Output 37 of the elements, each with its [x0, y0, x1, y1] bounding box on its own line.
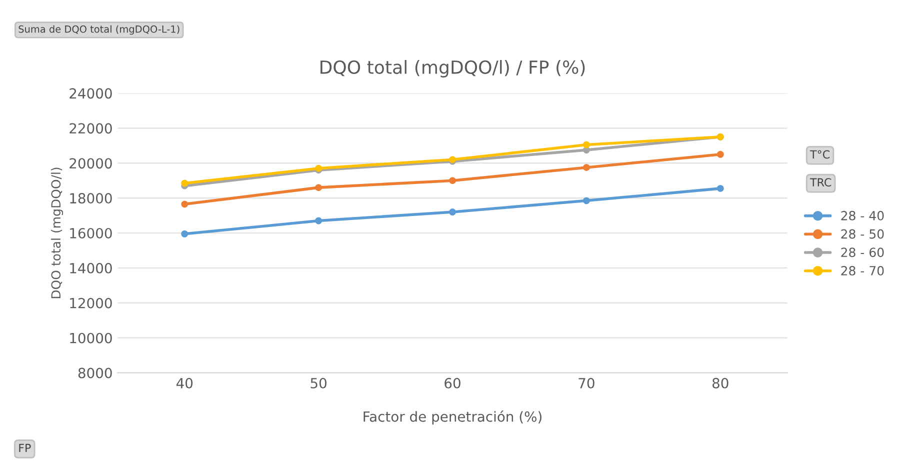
text: Suma de DQO total (mgDQO-L-1)	[18, 25, 180, 35]
point	[315, 217, 322, 224]
point	[582, 197, 590, 204]
point	[716, 184, 724, 192]
legend-label: 28 - 60	[841, 248, 884, 258]
legend-label: 28 - 70	[841, 266, 884, 276]
x-tick-label: 50	[310, 378, 326, 388]
point	[582, 164, 590, 171]
x-tick-label: 40	[176, 378, 193, 388]
y-tick-label: 14000	[70, 262, 112, 274]
point	[449, 208, 456, 216]
y-tick-label: 20000	[70, 158, 112, 169]
y-tick-label: 18000	[70, 193, 112, 204]
point	[181, 200, 188, 208]
chart-title: DQO total (mgDQO/l) / FP (%)	[320, 60, 585, 78]
x-tick-label: 70	[578, 378, 594, 388]
text: FP	[19, 444, 31, 452]
x-tick-label: 60	[444, 378, 460, 388]
y-tick-label: 12000	[70, 298, 112, 308]
y-axis-title: DQO total (mgDQO/l)	[50, 168, 64, 298]
legend-label: 28 - 40	[841, 210, 884, 220]
legend-label: 28 - 50	[841, 229, 884, 239]
point	[716, 150, 724, 158]
text: TRC	[810, 178, 832, 187]
y-tick-label: 24000	[70, 88, 112, 99]
y-tick-label: 8000	[78, 368, 112, 378]
point	[582, 141, 590, 148]
x-axis-title: Factor de penetración (%)	[364, 410, 542, 425]
x-tick-label: 80	[712, 378, 728, 388]
point	[181, 230, 188, 238]
y-tick-label: 22000	[70, 123, 112, 134]
y-tick-label: 10000	[70, 332, 112, 344]
point	[315, 184, 322, 192]
point	[181, 180, 188, 187]
text: T°C	[810, 150, 830, 159]
y-tick-label: 16000	[70, 228, 112, 238]
point	[449, 177, 456, 184]
